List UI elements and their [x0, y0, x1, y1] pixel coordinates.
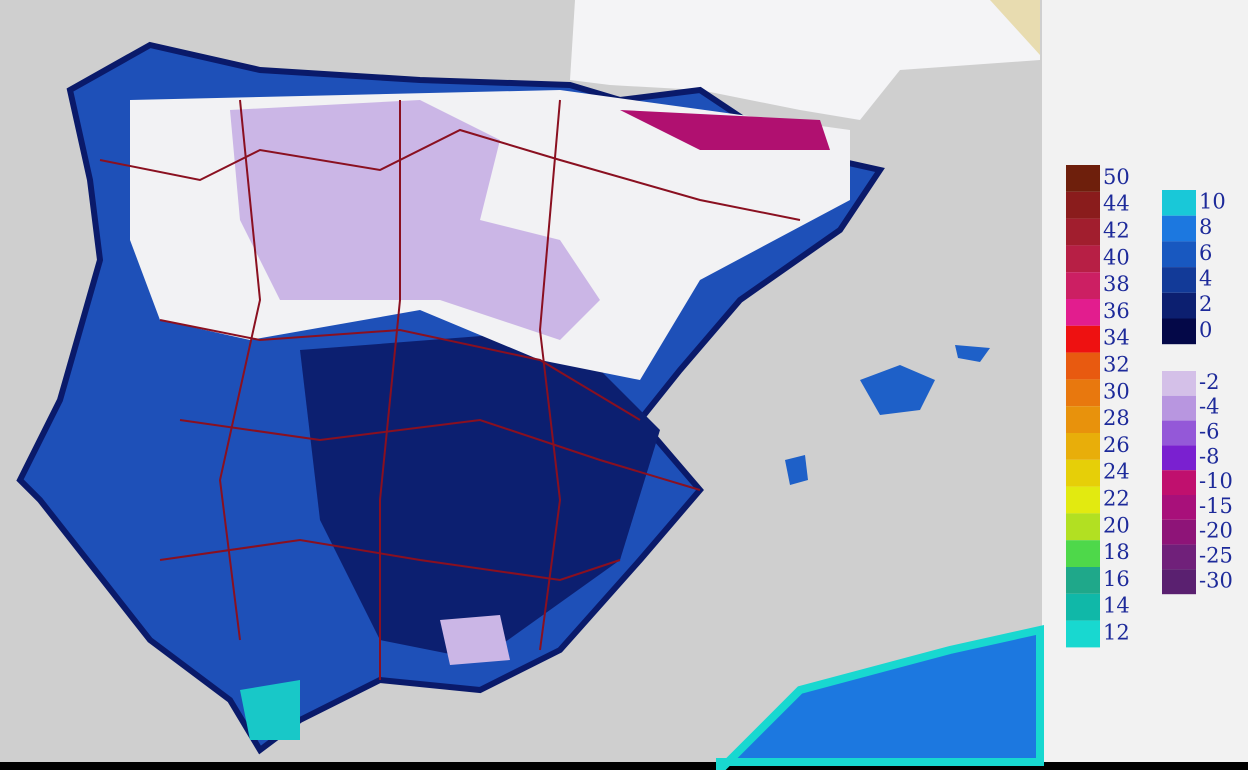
ibiza: [785, 455, 808, 485]
legend-swatch: [1066, 352, 1100, 380]
legend-label: 22: [1103, 487, 1130, 511]
legend-label: 6: [1199, 241, 1212, 265]
legend-label: -25: [1199, 544, 1233, 568]
legend-label: 30: [1103, 379, 1130, 403]
legend-label: -4: [1199, 395, 1219, 419]
legend-label: 44: [1103, 192, 1130, 216]
legend-swatch: [1162, 292, 1196, 319]
legend-label: 38: [1103, 272, 1130, 296]
legend-swatch: [1066, 406, 1100, 433]
legend-swatch: [1162, 519, 1196, 545]
legend-swatch: [1162, 267, 1196, 293]
legend-swatch: [1066, 325, 1100, 353]
legend-label: 10: [1199, 189, 1226, 213]
borders: [99, 99, 801, 680]
legend-label: 50: [1103, 165, 1130, 189]
mallorca: [860, 365, 935, 415]
legend-swatch: [1066, 620, 1100, 648]
legend-swatch: [1162, 445, 1196, 471]
legend-label: 12: [1103, 621, 1130, 645]
legend-label: 20: [1103, 513, 1130, 537]
legend-swatch: [1162, 569, 1196, 595]
legend-label: 8: [1199, 215, 1212, 239]
legend-swatch: [1162, 420, 1196, 446]
legend-swatch: [1066, 191, 1100, 219]
legend-label: 34: [1103, 326, 1130, 350]
legend-swatch: [1162, 544, 1196, 570]
legend-label: 24: [1103, 460, 1130, 484]
legend-label: -30: [1199, 568, 1233, 592]
legend-swatch: [1162, 371, 1196, 396]
legend-swatch: [1066, 379, 1100, 407]
legend-swatch: [1066, 433, 1100, 460]
menorca: [955, 345, 990, 362]
legend-label: 16: [1103, 567, 1130, 591]
legend-label: 18: [1103, 540, 1130, 564]
legend-label: -8: [1199, 444, 1219, 468]
legend-label: 4: [1199, 266, 1212, 290]
legend-swatch: [1066, 486, 1100, 514]
legend-swatch: [1162, 318, 1196, 345]
legend-swatch: [1066, 513, 1100, 541]
legend-swatch: [1066, 459, 1100, 487]
legend-label: 42: [1103, 219, 1130, 243]
legend-swatch: [1066, 593, 1100, 621]
legend-label: -15: [1199, 494, 1233, 518]
legend-swatch: [1066, 245, 1100, 273]
sierra-nevada: [440, 615, 510, 665]
legend-label: 14: [1103, 594, 1130, 618]
legend-label: 28: [1103, 406, 1130, 430]
legend-label: 40: [1103, 245, 1130, 269]
legend-swatch: [1162, 241, 1196, 268]
france: [570, 0, 1040, 120]
legend-swatch: [1162, 190, 1196, 216]
legend-label: -6: [1199, 420, 1219, 444]
legend-swatch: [1066, 540, 1100, 567]
legend-label: 26: [1103, 433, 1130, 457]
legend-swatch: [1162, 215, 1196, 242]
land-edge: [990, 0, 1040, 55]
legend-swatch: [1162, 395, 1196, 421]
legend-swatch: [1066, 165, 1100, 192]
legend-label: -20: [1199, 519, 1233, 543]
legend-swatch: [1066, 272, 1100, 299]
pyrenees: [620, 110, 830, 150]
legend-label: -2: [1199, 370, 1219, 394]
legend-swatch: [1162, 495, 1196, 520]
legend-label: 0: [1199, 318, 1212, 342]
legend-swatch: [1066, 299, 1100, 326]
legend-label: 32: [1103, 353, 1130, 377]
legend-swatch: [1162, 470, 1196, 495]
bottom-bar: [0, 762, 1248, 770]
legend-label: 36: [1103, 299, 1130, 323]
legend-label: -10: [1199, 469, 1233, 493]
legend-label: 2: [1199, 292, 1212, 316]
legend-swatch: [1066, 218, 1100, 246]
coast-warm: [240, 680, 300, 740]
africa: [716, 625, 1044, 770]
legend-swatch: [1066, 567, 1100, 594]
